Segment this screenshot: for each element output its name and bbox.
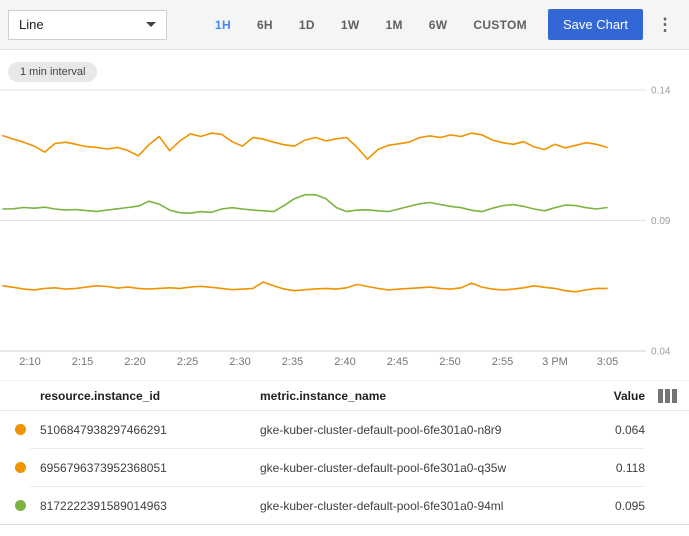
instance-name-cell: gke-kuber-cluster-default-pool-6fe301a0-… xyxy=(260,422,502,437)
chart-type-select[interactable]: Line xyxy=(8,9,167,40)
x-axis-tick-label: 2:10 xyxy=(19,356,40,368)
instance-id-cell: 5106847938297466291 xyxy=(40,422,167,437)
legend-table-header: resource.instance_id metric.instance_nam… xyxy=(0,380,689,411)
value-cell: 0.095 xyxy=(614,498,645,513)
line-chart[interactable]: 0.14 0.09 0.04 2:10 2:15 2:20 2:25 2:30 2:35 2:40… xyxy=(0,50,689,380)
series-line[interactable] xyxy=(2,193,608,214)
col-header-value: Value xyxy=(613,388,645,403)
x-axis-tick-label: 2:30 xyxy=(229,356,250,368)
instance-name-cell: gke-kuber-cluster-default-pool-6fe301a0-… xyxy=(260,498,504,513)
series-color-dot xyxy=(14,462,26,473)
y-axis-tick-label: 0.04 xyxy=(651,347,671,358)
chart-type-selected-label: Line xyxy=(19,17,44,32)
y-axis-tick-label: 0.09 xyxy=(651,216,671,227)
y-axis-tick-label: 0.14 xyxy=(651,86,671,97)
more-vert-icon[interactable]: ⋮ xyxy=(656,14,674,34)
series-color-dot xyxy=(14,424,26,435)
value-cell: 0.118 xyxy=(615,460,645,475)
x-axis-tick-label: 2:40 xyxy=(334,356,355,368)
interval-chip: 1 min interval xyxy=(8,62,98,82)
time-range-6w[interactable]: 6W xyxy=(428,17,448,32)
value-cell: 0.064 xyxy=(614,422,645,437)
chevron-down-icon xyxy=(146,22,156,27)
series-line[interactable] xyxy=(2,281,608,293)
x-axis-tick-label: 2:25 xyxy=(177,356,198,368)
x-axis-tick-label: 2:35 xyxy=(282,356,303,368)
instance-id-cell: 8172222391589014963 xyxy=(40,498,167,513)
instance-id-cell: 6956796373952368051 xyxy=(40,460,167,475)
save-chart-button[interactable]: Save Chart xyxy=(547,9,643,40)
chart-toolbar: Line 1H 6H 1D 1W 1M 6W CUSTOM Save Chart ⋮ xyxy=(0,0,689,50)
series-line[interactable] xyxy=(2,132,608,160)
row-divider xyxy=(30,486,645,487)
table-row[interactable]: 8172222391589014963 gke-kuber-cluster-def… xyxy=(0,487,689,524)
dot-cell xyxy=(0,424,40,435)
col-header-resource-instance-id: resource.instance_id xyxy=(40,388,161,403)
x-axis-tick-label: 2:45 xyxy=(387,356,408,368)
x-axis-tick-label: 3 PM xyxy=(542,356,568,368)
row-divider xyxy=(30,448,645,449)
dot-cell xyxy=(0,462,40,473)
time-range-1d[interactable]: 1D xyxy=(298,17,315,32)
series-color-dot xyxy=(14,500,26,511)
x-axis-tick-label: 2:20 xyxy=(124,356,145,368)
table-row[interactable]: 5106847938297466291 gke-kuber-cluster-def… xyxy=(0,411,689,448)
x-axis-tick-label: 2:50 xyxy=(439,356,460,368)
x-axis-tick-label: 2:15 xyxy=(72,356,93,368)
x-axis-tick-label: 3:05 xyxy=(597,356,618,368)
time-range-1m[interactable]: 1M xyxy=(385,17,403,32)
dot-cell xyxy=(0,500,40,511)
instance-name-cell: gke-kuber-cluster-default-pool-6fe301a0-… xyxy=(260,460,507,475)
legend-table-body: 5106847938297466291 gke-kuber-cluster-def… xyxy=(0,411,689,524)
time-range-group: 1H 6H 1D 1W 1M 6W CUSTOM xyxy=(202,10,540,40)
legend-table: resource.instance_id metric.instance_nam… xyxy=(0,380,689,525)
col-header-metric-instance-name: metric.instance_name xyxy=(260,388,387,403)
time-range-1h[interactable]: 1H xyxy=(215,17,231,32)
time-range-custom[interactable]: CUSTOM xyxy=(473,17,527,32)
table-row[interactable]: 6956796373952368051 gke-kuber-cluster-def… xyxy=(0,449,689,486)
table-bottom-divider xyxy=(0,524,689,525)
time-range-6h[interactable]: 6H xyxy=(256,17,273,32)
x-axis-tick-label: 2:55 xyxy=(492,356,513,368)
time-range-1w[interactable]: 1W xyxy=(340,17,360,32)
view-columns-icon[interactable] xyxy=(657,388,677,403)
chart-area: 1 min interval 0.14 0.09 0.04 2:10 2:15 2:20 2… xyxy=(0,50,689,380)
